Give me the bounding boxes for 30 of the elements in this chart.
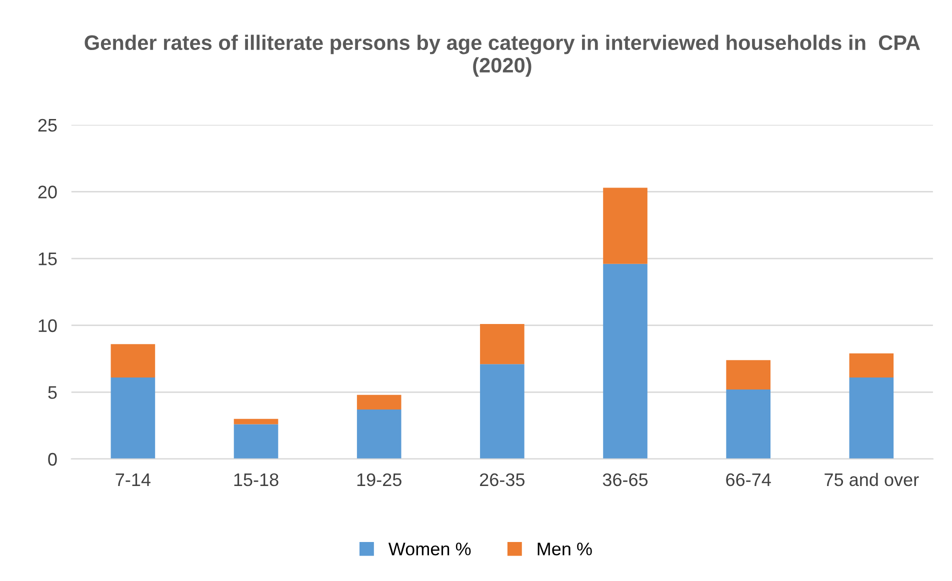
- x-tick-label: 26-35: [480, 473, 525, 486]
- bar: [356, 394, 402, 410]
- x-tick-label: 75 and over: [824, 472, 919, 486]
- bar: [603, 264, 648, 459]
- bar: [110, 377, 156, 459]
- x-tick-label: 36-65: [602, 473, 648, 486]
- bar: [356, 410, 402, 459]
- legend-label: Men %: [538, 542, 592, 556]
- x-tick-label: 15-18: [234, 473, 278, 486]
- x-tick-label: 19-25: [357, 473, 402, 486]
- bar: [603, 188, 648, 264]
- bar: [849, 377, 894, 459]
- bar: [110, 344, 156, 378]
- bar: [234, 424, 278, 459]
- x-tick-label: 7-14: [116, 474, 150, 486]
- bar: [480, 364, 524, 459]
- bar: [849, 353, 894, 378]
- bar: [726, 390, 770, 459]
- y-tick-label: 10: [38, 319, 57, 332]
- y-tick-label: 20: [38, 186, 57, 198]
- y-tick-label: 5: [48, 386, 57, 399]
- y-tick-label: 25: [38, 118, 57, 132]
- y-tick-label: 0: [48, 452, 57, 466]
- x-tick-label: 66-74: [726, 473, 771, 486]
- chart-title: Gender rates of illiterate persons by age category in interviewed households in CPA (2020): [84, 34, 920, 77]
- bar: [480, 324, 524, 364]
- y-tick-label: 15: [38, 252, 57, 266]
- bar: [726, 360, 770, 390]
- bar: [234, 418, 278, 424]
- legend-label: Women %: [388, 542, 471, 556]
